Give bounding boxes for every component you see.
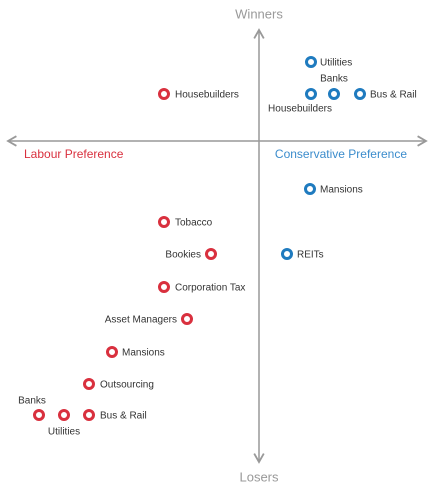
node-label: Banks — [18, 396, 46, 407]
nodes: Utilities Banks Housebuilders Bus & Rail Man… — [18, 56, 417, 438]
node-marker — [158, 88, 170, 100]
node-marker — [305, 88, 317, 100]
node-marker — [106, 346, 118, 358]
node-marker — [354, 88, 366, 100]
node-label: Asset Managers — [105, 315, 177, 326]
node-label: Tobacco — [175, 218, 213, 229]
axis-right-label: Conservative Preference — [275, 147, 407, 161]
node-label: Housebuilders — [175, 90, 239, 101]
node-marker — [83, 409, 95, 421]
node-marker — [328, 88, 340, 100]
node-marker — [305, 56, 317, 68]
node-label: Bus & Rail — [370, 90, 417, 101]
node-label: Mansions — [320, 185, 363, 196]
node-label: Utilities — [320, 58, 352, 69]
node-marker — [158, 281, 170, 293]
node-label: REITs — [297, 250, 324, 261]
node-label: Outsourcing — [100, 380, 154, 391]
node-label: Housebuilders — [268, 104, 332, 115]
node-marker — [158, 216, 170, 228]
node-marker — [58, 409, 70, 421]
node-marker — [33, 409, 45, 421]
axis-bottom-label: Losers — [239, 469, 279, 484]
node-label: Mansions — [122, 348, 165, 359]
node-label: Bus & Rail — [100, 411, 147, 422]
node-marker — [83, 378, 95, 390]
axis-top-label: Winners — [235, 6, 283, 21]
node-marker — [181, 313, 193, 325]
node-label: Utilities — [48, 427, 80, 438]
node-marker — [205, 248, 217, 260]
node-marker — [304, 183, 316, 195]
node-label: Corporation Tax — [175, 283, 245, 294]
node-label: Banks — [320, 74, 348, 85]
axis-left-label: Labour Preference — [24, 147, 124, 161]
node-label: Bookies — [165, 250, 201, 261]
node-marker — [281, 248, 293, 260]
